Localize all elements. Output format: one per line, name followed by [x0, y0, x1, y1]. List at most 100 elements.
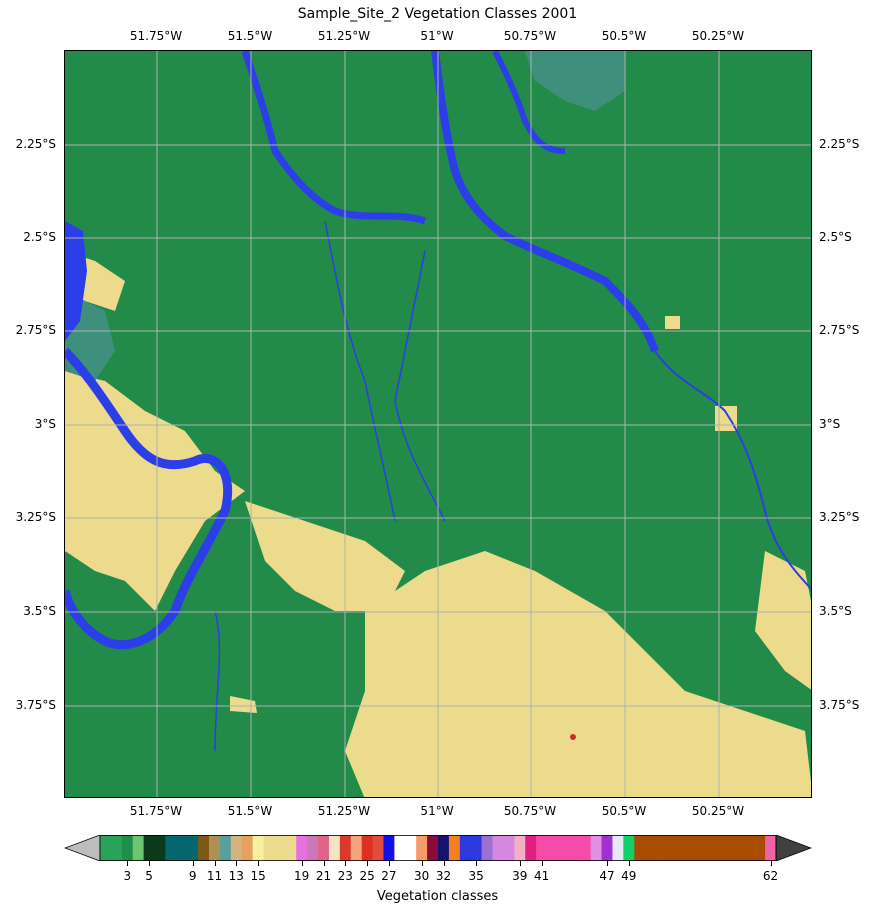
- colorbar-segment: [754, 835, 766, 861]
- colorbar-segment: [699, 835, 711, 861]
- colorbar-segment: [481, 835, 493, 861]
- river-east-thin: [654, 350, 811, 591]
- colorbar-segment: [612, 835, 624, 861]
- colorbar-tick-label: 39: [512, 869, 528, 883]
- river-west-lake: [65, 221, 87, 341]
- colorbar-tick-label: 30: [413, 869, 430, 883]
- colorbar-segment: [296, 835, 308, 861]
- colorbar-segment: [677, 835, 690, 861]
- colorbar-tick-label: 23: [337, 869, 353, 883]
- colorbar-segment: [132, 835, 145, 861]
- colorbar-segment: [536, 835, 548, 861]
- cleared-patch-southwest: [230, 696, 257, 713]
- lat-label-right: 2.5°S: [819, 230, 852, 244]
- colorbar-tick-label: 11: [206, 869, 223, 883]
- colorbar-segment: [765, 835, 777, 861]
- colorbar-segment: [100, 835, 112, 861]
- colorbar-tick: [214, 861, 216, 866]
- colorbar-segment: [219, 835, 232, 861]
- lon-label-bottom: 51.75°W: [129, 804, 183, 818]
- colorbar-segment: [274, 835, 286, 861]
- lat-label-right: 3°S: [819, 417, 841, 431]
- colorbar-title: Vegetation classes: [376, 889, 499, 904]
- lat-label-right: 3.75°S: [819, 698, 860, 712]
- colorbar-segment: [252, 835, 264, 861]
- map-canvas: [65, 51, 811, 797]
- colorbar-segment: [307, 835, 319, 861]
- colorbar-segment: [427, 835, 439, 861]
- cleared-patch-east-2: [665, 316, 680, 329]
- rivers: [65, 51, 811, 752]
- colorbar-segment: [470, 835, 483, 861]
- colorbar-segment: [285, 835, 297, 861]
- river-west-main: [65, 347, 233, 650]
- colorbar-segment: [383, 835, 395, 861]
- colorbar-segment: [318, 835, 330, 861]
- lon-label-top: 50.5°W: [601, 29, 647, 43]
- colorbar-tick: [476, 861, 478, 866]
- colorbar-tick: [258, 861, 260, 866]
- colorbar-segment: [688, 835, 701, 861]
- colorbar-segment: [405, 835, 417, 861]
- lat-label-left: 2.5°S: [23, 230, 56, 244]
- colorbar-tick: [607, 861, 608, 866]
- lon-label-top: 50.25°W: [691, 29, 745, 43]
- colorbar-segment: [198, 835, 210, 861]
- colorbar-under-arrow: [63, 834, 101, 862]
- colorbar-segment: [568, 835, 581, 861]
- colorbar-tick-label: 19: [294, 869, 310, 883]
- colorbar-graphic: [63, 834, 813, 862]
- colorbar-segment: [209, 835, 221, 861]
- river-central-thin: [324, 220, 396, 522]
- lat-label-left: 3.75°S: [15, 698, 56, 712]
- colorbar-tick-label: 41: [533, 869, 550, 883]
- colorbar-segment: [557, 835, 570, 861]
- colorbar-over-arrow: [775, 834, 813, 862]
- lon-label-bottom: 50.5°W: [601, 804, 647, 818]
- colorbar-segment: [339, 835, 352, 861]
- colorbar-segment: [165, 835, 177, 861]
- colorbar-segment: [710, 835, 722, 861]
- colorbar-segment: [601, 835, 613, 861]
- colorbar-segment: [448, 835, 461, 861]
- river-north-central: [431, 51, 659, 353]
- map-title: Sample_Site_2 Vegetation Classes 2001: [297, 6, 578, 22]
- colorbar-segment: [721, 835, 733, 861]
- colorbar-tick-label: 62: [762, 869, 779, 883]
- colorbar-tick-label: 25: [359, 869, 375, 883]
- colorbar-segment: [732, 835, 744, 861]
- vegetation-map[interactable]: [64, 50, 812, 798]
- colorbar-tick-label: 27: [381, 869, 397, 883]
- colorbar-tick: [388, 861, 390, 866]
- colorbar-tick: [421, 861, 423, 866]
- lon-label-top: 50.75°W: [503, 29, 557, 43]
- colorbar-tick: [236, 861, 238, 866]
- colorbar-segment: [230, 835, 243, 861]
- colorbar-tick: [443, 861, 445, 866]
- colorbar-segment: [666, 835, 679, 861]
- colorbar-tick-label: 49: [621, 869, 637, 883]
- colorbar-segment: [328, 835, 341, 861]
- colorbar-tick: [628, 861, 630, 866]
- colorbar-tick-label: 15: [250, 869, 266, 883]
- colorbar-segment: [350, 835, 363, 861]
- colorbar-tick-label: 21: [315, 869, 332, 883]
- lat-label-right: 2.25°S: [819, 137, 860, 151]
- lon-label-top: 51.25°W: [317, 29, 371, 43]
- cleared-patch-east: [715, 406, 737, 431]
- colorbar-segment: [634, 835, 646, 861]
- colorbar-segment: [590, 835, 602, 861]
- cleared-patch-central: [245, 501, 405, 611]
- colorbar-tick: [127, 861, 129, 866]
- urban-marker: [570, 734, 576, 740]
- lon-label-bottom: 50.75°W: [503, 804, 557, 818]
- lon-label-top: 51.75°W: [129, 29, 183, 43]
- colorbar-tick: [541, 861, 543, 866]
- colorbar-tick: [367, 861, 369, 866]
- lat-label-right: 3.25°S: [819, 510, 860, 524]
- colorbar-tick: [323, 861, 325, 866]
- colorbar-segment: [361, 835, 373, 861]
- lon-label-bottom: 51.5°W: [227, 804, 273, 818]
- colorbar-segment: [525, 835, 537, 861]
- colorbar-segment: [110, 835, 123, 861]
